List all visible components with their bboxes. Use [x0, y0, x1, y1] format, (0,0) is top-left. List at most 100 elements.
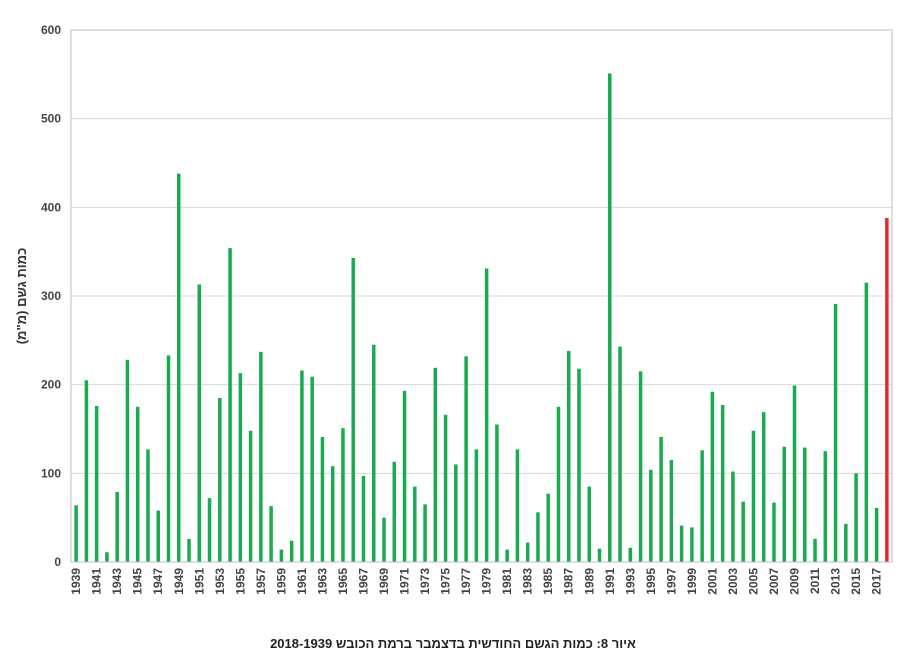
x-tick-label: 1943 [110, 568, 124, 595]
x-tick-label: 1975 [439, 568, 453, 595]
bar-1969 [382, 517, 386, 562]
bar-1956 [248, 430, 253, 562]
bar-1973 [423, 504, 427, 562]
x-tick-label: 2011 [808, 568, 822, 594]
bar-1971 [402, 390, 407, 562]
bar-1994 [638, 371, 643, 562]
bar-1949 [177, 173, 181, 562]
x-tick-label: 1957 [254, 568, 268, 595]
x-tick-label: 1987 [562, 568, 576, 595]
bar-2013 [833, 303, 838, 562]
bar-1974 [433, 367, 438, 562]
y-axis-label: כמות גשם (מ"מ) [14, 248, 29, 345]
bar-2000 [700, 450, 704, 562]
bar-1958 [269, 506, 273, 562]
bar-1978 [474, 449, 479, 562]
bar-1977 [464, 356, 468, 562]
bar-1985 [546, 493, 550, 562]
bar-2012 [823, 451, 828, 562]
y-tick-label: 600 [41, 23, 61, 37]
x-tick-label: 1949 [172, 568, 186, 595]
x-tick-label: 1963 [315, 568, 329, 595]
bar-1967 [361, 475, 366, 562]
bar-1955 [238, 373, 243, 562]
bar-1998 [679, 525, 684, 562]
bar-2004 [741, 501, 745, 562]
bar-1997 [669, 460, 674, 562]
x-tick-label: 1967 [356, 568, 370, 595]
bar-1957 [259, 351, 263, 562]
y-tick-label: 300 [41, 289, 61, 303]
bar-1952 [207, 498, 212, 562]
bar-1963 [320, 436, 325, 562]
x-tick-label: 2007 [767, 568, 781, 595]
bar-1987 [566, 350, 571, 562]
x-tick-label: 1955 [233, 568, 247, 595]
x-tick-label: 1993 [623, 568, 637, 595]
plot-frame [70, 29, 893, 563]
bar-1953 [218, 397, 222, 562]
bar-1970 [392, 461, 397, 562]
y-tick-label: 500 [41, 112, 61, 126]
bar-2003 [731, 471, 735, 562]
bar-1962 [310, 376, 314, 562]
bar-2018 [885, 217, 889, 562]
bar-1996 [659, 436, 663, 562]
bar-1979 [484, 268, 489, 562]
bar-2016 [864, 282, 869, 562]
y-tick-label: 0 [54, 555, 61, 569]
x-tick-label: 1941 [90, 568, 104, 595]
bar-1950 [187, 538, 191, 562]
x-tick-label: 2001 [705, 568, 719, 595]
x-tick-label: 2003 [726, 568, 740, 595]
bar-1999 [690, 527, 694, 562]
bar-1961 [300, 370, 304, 562]
x-tick-label: 2009 [788, 568, 802, 595]
x-tick-label: 1985 [541, 568, 555, 595]
bar-1968 [371, 344, 376, 562]
bar-2006 [761, 412, 766, 562]
x-tick-label: 1939 [69, 568, 83, 595]
bar-1984 [536, 512, 540, 562]
y-axis-ticks: 0 100 200 300 400 500 600 [41, 23, 61, 569]
x-tick-label: 1997 [664, 568, 678, 595]
y-tick-label: 100 [41, 466, 61, 480]
bar-1943 [115, 491, 119, 562]
bar-1981 [505, 549, 509, 562]
x-tick-label: 1947 [151, 568, 165, 595]
bar-2005 [751, 430, 756, 562]
bar-1972 [413, 486, 417, 562]
bar-1948 [166, 355, 171, 562]
x-tick-label: 1959 [274, 568, 288, 595]
x-tick-label: 1971 [398, 568, 412, 595]
x-tick-label: 1969 [377, 568, 391, 595]
x-tick-label: 1951 [192, 568, 206, 595]
bar-1980 [495, 424, 499, 562]
bar-1966 [351, 257, 355, 562]
bar-1989 [587, 486, 592, 562]
bar-1940 [84, 380, 89, 562]
x-tick-label: 2013 [829, 568, 843, 595]
bar-2017 [874, 507, 879, 562]
bar-1982 [515, 449, 520, 562]
bar-1942 [105, 552, 109, 562]
bar-1988 [577, 368, 581, 562]
bar-2007 [772, 502, 776, 562]
bar-2009 [792, 385, 797, 562]
x-tick-label: 1961 [295, 568, 309, 595]
bar-1993 [628, 547, 633, 562]
bar-2002 [720, 405, 725, 562]
x-tick-label: 2017 [870, 568, 884, 595]
bar-2001 [710, 391, 715, 562]
bar-1975 [443, 414, 448, 562]
bar-1976 [454, 464, 458, 562]
bar-1986 [556, 406, 561, 562]
y-tick-label: 200 [41, 378, 61, 392]
bar-2011 [813, 538, 817, 562]
x-tick-label: 1979 [480, 568, 494, 595]
bar-1990 [597, 548, 602, 562]
x-tick-label: 1977 [459, 568, 473, 595]
bar-1939 [74, 505, 78, 562]
bar-2014 [844, 523, 848, 562]
bar-2008 [782, 446, 786, 562]
